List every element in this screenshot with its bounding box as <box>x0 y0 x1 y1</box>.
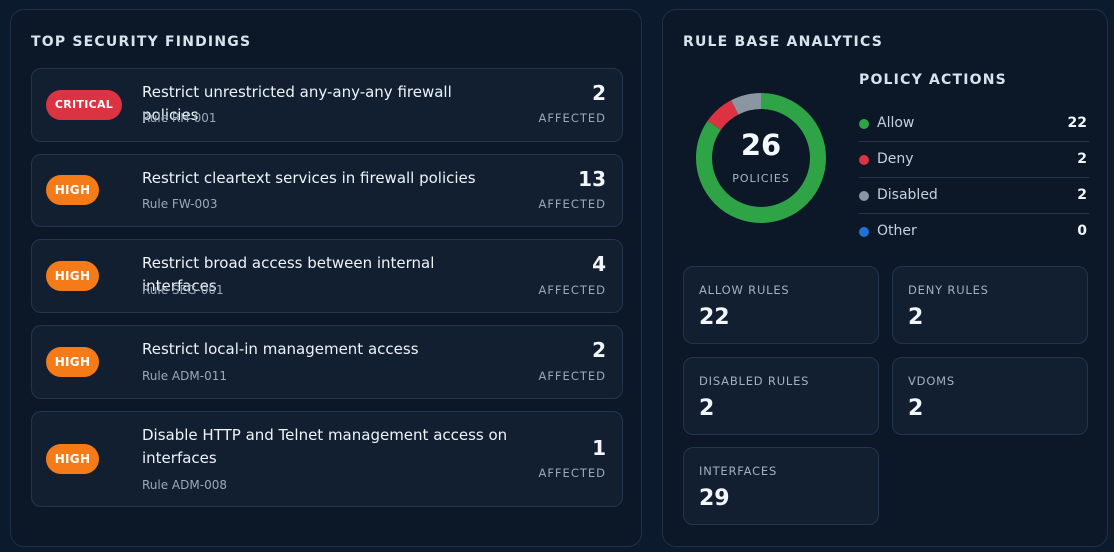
stat-label: DENY RULES <box>908 283 989 297</box>
affected-label: AFFECTED <box>538 111 606 125</box>
stat-value: 2 <box>908 396 924 421</box>
stat-card-deny-rules: DENY RULES 2 <box>892 266 1088 344</box>
severity-badge: CRITICAL <box>46 90 122 120</box>
rule-base-analytics-panel: RULE BASE ANALYTICS 26 POLICIES POLICY A… <box>662 9 1108 547</box>
stat-label: VDOMS <box>908 374 955 388</box>
finding-card[interactable]: HIGH Restrict cleartext services in fire… <box>31 154 623 227</box>
stat-value: 2 <box>699 396 715 421</box>
finding-title: Restrict cleartext services in firewall … <box>142 169 476 187</box>
severity-badge: HIGH <box>46 261 99 291</box>
finding-rule-id: Rule SEG-001 <box>142 283 224 297</box>
affected-count: 1 <box>592 436 606 460</box>
stat-card-interfaces: INTERFACES 29 <box>683 447 879 525</box>
affected-count: 2 <box>592 338 606 362</box>
policy-action-label: Disabled <box>877 187 938 203</box>
policy-action-row-disabled: Disabled 2 <box>859 178 1089 214</box>
finding-card[interactable]: HIGH Restrict local-in management access… <box>31 325 623 399</box>
finding-card[interactable]: HIGH Disable HTTP and Telnet management … <box>31 411 623 507</box>
other-dot-icon <box>859 227 869 237</box>
severity-badge: HIGH <box>46 175 99 205</box>
panel-title: RULE BASE ANALYTICS <box>683 34 883 50</box>
disabled-dot-icon <box>859 191 869 201</box>
finding-card[interactable]: HIGH Restrict broad access between inter… <box>31 239 623 313</box>
stat-card-disabled-rules: DISABLED RULES 2 <box>683 357 879 435</box>
affected-label: AFFECTED <box>538 283 606 297</box>
stat-value: 2 <box>908 305 924 330</box>
policy-action-label: Other <box>877 223 917 239</box>
affected-label: AFFECTED <box>538 369 606 383</box>
affected-label: AFFECTED <box>538 197 606 211</box>
top-security-findings-panel: TOP SECURITY FINDINGS CRITICAL Restrict … <box>10 9 642 547</box>
stat-label: ALLOW RULES <box>699 283 790 297</box>
affected-label: AFFECTED <box>538 466 606 480</box>
policy-action-value: 2 <box>1077 151 1087 167</box>
policy-action-label: Allow <box>877 115 915 131</box>
finding-rule-id: Rule ADM-011 <box>142 369 227 383</box>
panel-title: TOP SECURITY FINDINGS <box>31 34 252 50</box>
policy-action-row-deny: Deny 2 <box>859 142 1089 178</box>
finding-title: Restrict unrestricted any-any-any firewa… <box>142 83 452 124</box>
stat-label: DISABLED RULES <box>699 374 810 388</box>
stat-label: INTERFACES <box>699 464 778 478</box>
policy-action-value: 0 <box>1077 223 1087 239</box>
finding-title: Disable HTTP and Telnet management acces… <box>142 426 508 467</box>
severity-badge: HIGH <box>46 347 99 377</box>
affected-count: 4 <box>592 252 606 276</box>
deny-dot-icon <box>859 155 869 165</box>
finding-rule-id: Rule ADM-008 <box>142 478 227 492</box>
policy-action-value: 2 <box>1077 187 1087 203</box>
stat-value: 22 <box>699 305 730 330</box>
severity-badge: HIGH <box>46 444 99 474</box>
policy-action-value: 22 <box>1067 115 1087 131</box>
donut-total: 26 <box>740 128 782 162</box>
finding-rule-id: Rule RH-001 <box>142 111 217 125</box>
stat-card-allow-rules: ALLOW RULES 22 <box>683 266 879 344</box>
allow-dot-icon <box>859 119 869 129</box>
stat-value: 29 <box>699 486 730 511</box>
finding-rule-id: Rule FW-003 <box>142 197 218 211</box>
finding-title: Restrict local-in management access <box>142 340 419 358</box>
policy-actions-title: POLICY ACTIONS <box>859 72 1007 88</box>
affected-count: 13 <box>578 167 606 191</box>
policy-action-row-allow: Allow 22 <box>859 106 1089 142</box>
affected-count: 2 <box>592 81 606 105</box>
stat-card-vdoms: VDOMS 2 <box>892 357 1088 435</box>
policy-action-label: Deny <box>877 151 914 167</box>
policy-action-row-other: Other 0 <box>859 214 1089 250</box>
donut-segment-disabled <box>696 93 826 223</box>
donut-label: POLICIES <box>732 172 790 185</box>
finding-title: Restrict broad access between internal i… <box>142 254 435 295</box>
policies-donut-chart <box>696 93 826 223</box>
finding-card[interactable]: CRITICAL Restrict unrestricted any-any-a… <box>31 68 623 142</box>
